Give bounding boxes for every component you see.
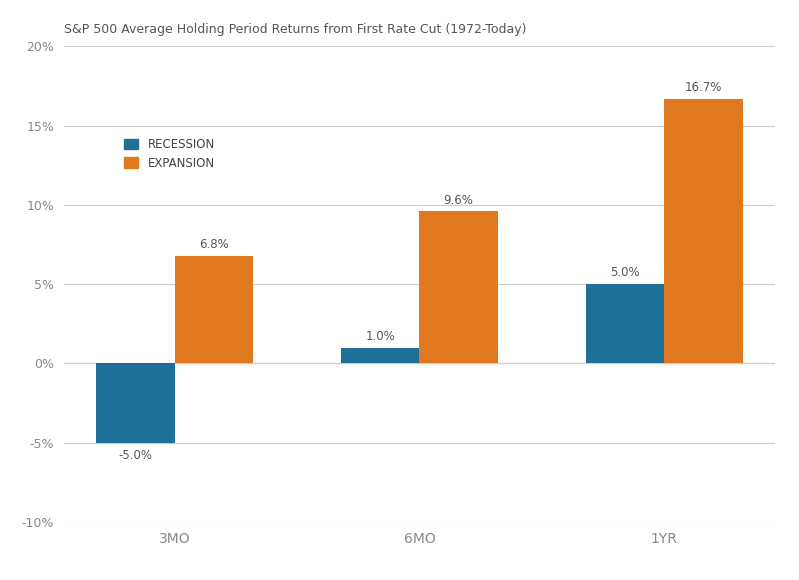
Text: 9.6%: 9.6% bbox=[443, 194, 474, 206]
Text: 5.0%: 5.0% bbox=[610, 266, 640, 280]
Bar bbox=[341, 347, 419, 364]
Bar bbox=[419, 211, 498, 364]
Bar bbox=[586, 284, 664, 364]
Text: 6.8%: 6.8% bbox=[199, 238, 229, 251]
Text: 16.7%: 16.7% bbox=[685, 81, 722, 94]
Text: -5.0%: -5.0% bbox=[118, 449, 153, 462]
Bar bbox=[175, 256, 253, 364]
Legend: RECESSION, EXPANSION: RECESSION, EXPANSION bbox=[120, 133, 220, 175]
Bar bbox=[96, 364, 175, 443]
Text: 1.0%: 1.0% bbox=[365, 330, 396, 343]
Bar bbox=[664, 99, 743, 364]
Text: S&P 500 Average Holding Period Returns from First Rate Cut (1972-Today): S&P 500 Average Holding Period Returns f… bbox=[64, 23, 527, 35]
